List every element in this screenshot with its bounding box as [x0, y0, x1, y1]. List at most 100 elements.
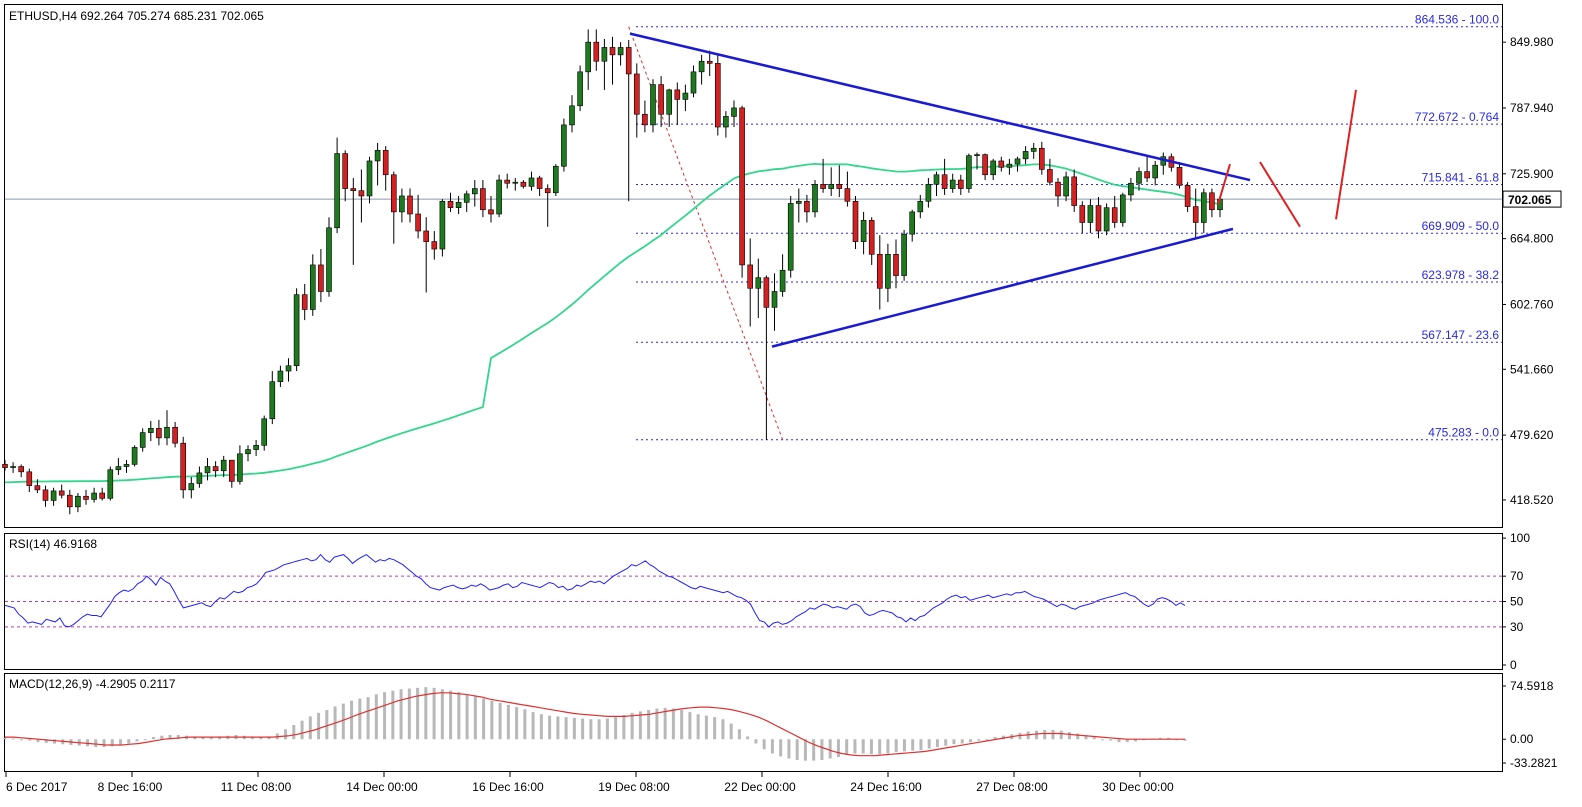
candle	[423, 217, 430, 293]
macd-histogram-bar	[531, 712, 535, 740]
candle	[723, 111, 729, 138]
candle	[1063, 171, 1069, 202]
candle-body-down	[488, 209, 494, 215]
candle-body-down	[1144, 171, 1150, 179]
candle-body-down	[382, 150, 389, 176]
candle	[966, 153, 972, 193]
candle	[75, 493, 81, 513]
candle-body-up	[690, 71, 697, 94]
y-tick-label: 664.800	[1510, 232, 1554, 246]
candle-body-down	[34, 485, 41, 491]
candle-body-down	[301, 294, 308, 310]
candle-body-down	[1079, 205, 1086, 223]
candle-body-up	[277, 370, 284, 382]
macd-histogram-bar	[638, 711, 642, 740]
x-tick-label: 14 Dec 00:00	[346, 780, 418, 794]
candle	[245, 445, 251, 462]
candle-body-up	[139, 432, 146, 448]
macd-histogram-bar	[688, 712, 692, 740]
macd-histogram-bar	[135, 739, 139, 742]
candle-body-down	[58, 490, 65, 496]
candle	[787, 195, 794, 278]
macd-histogram-bar	[993, 737, 997, 740]
macd-histogram-bar	[1109, 739, 1113, 741]
macd-histogram-bar	[416, 687, 420, 740]
candle	[123, 460, 130, 473]
macd-histogram-bar	[449, 690, 453, 740]
macd-histogram-bar	[886, 739, 890, 754]
candle	[569, 95, 575, 133]
candle	[42, 485, 49, 507]
macd-histogram-bar	[94, 739, 98, 748]
candle	[261, 415, 268, 451]
candle-body-up	[974, 154, 980, 156]
candle	[642, 100, 648, 133]
candle-body-up	[10, 466, 16, 468]
rsi-title: RSI(14) 46.9168	[9, 537, 97, 551]
macd-histogram-bar	[11, 738, 15, 740]
macd-histogram-bar	[1067, 732, 1071, 740]
macd-histogram-bar	[482, 698, 486, 740]
candle	[99, 487, 105, 501]
macd-histogram-bar	[622, 714, 626, 740]
candle	[196, 466, 203, 488]
candle-body-down	[431, 241, 438, 250]
macd-histogram-bar	[828, 739, 832, 759]
candle	[1201, 188, 1207, 234]
candle	[1030, 142, 1037, 159]
candle	[585, 29, 592, 90]
candle-body-up	[1120, 194, 1126, 223]
candle-body-up	[528, 177, 535, 187]
macd-histogram-bar	[539, 714, 543, 740]
macd-histogram-bar	[977, 739, 981, 741]
candle	[1087, 199, 1094, 234]
candle	[2, 460, 8, 471]
candle-body-up	[196, 472, 203, 484]
candle	[714, 54, 721, 136]
macd-tick-label: -33.2821	[1510, 756, 1558, 770]
macd-histogram-bar	[762, 739, 766, 750]
candle	[1039, 141, 1045, 175]
candle	[83, 489, 89, 505]
candle-body-up	[374, 150, 381, 162]
macd-histogram-bar	[1125, 739, 1129, 743]
macd-histogram-bar	[102, 739, 106, 748]
candle-body-up	[561, 124, 567, 167]
macd-histogram-bar	[902, 739, 906, 752]
macd-histogram-bar	[795, 739, 799, 760]
candle	[528, 171, 535, 191]
fib-level-label: 864.536 - 100.0	[1415, 13, 1499, 27]
candle	[1079, 201, 1086, 234]
candle	[58, 484, 65, 499]
candle	[447, 192, 454, 212]
candle-body-down	[423, 230, 430, 242]
candle-body-up	[1136, 171, 1142, 184]
candle-body-down	[318, 264, 324, 292]
macd-histogram-bar	[1034, 730, 1038, 740]
candle-body-down	[504, 179, 511, 184]
macd-histogram-bar	[1001, 735, 1005, 740]
candle	[552, 164, 559, 196]
candle-body-up	[334, 153, 340, 229]
macd-histogram-bar	[341, 703, 345, 740]
rsi-line	[4, 553, 1186, 628]
candle	[706, 50, 713, 77]
macd-histogram-bar	[812, 739, 816, 761]
rsi-tick-label: 30	[1510, 620, 1524, 634]
candle-body-up	[885, 254, 891, 289]
macd-histogram-bar	[919, 739, 923, 750]
candle-body-up	[463, 193, 470, 203]
candle	[334, 137, 340, 234]
candle-body-down	[658, 84, 664, 115]
macd-panel: MACD(12,26,9) -4.2905 0.2117	[3, 673, 1503, 772]
candle-body-down	[714, 63, 721, 128]
fib-level-label: 715.841 - 61.8	[1422, 170, 1500, 184]
candle-body-down	[342, 153, 349, 189]
macd-panel-frame	[4, 673, 1503, 772]
candle-body-down	[520, 181, 527, 187]
candle	[34, 479, 41, 494]
candle-body-down	[447, 200, 454, 208]
candle-body-down	[1209, 192, 1215, 211]
candle-body-up	[326, 227, 332, 292]
